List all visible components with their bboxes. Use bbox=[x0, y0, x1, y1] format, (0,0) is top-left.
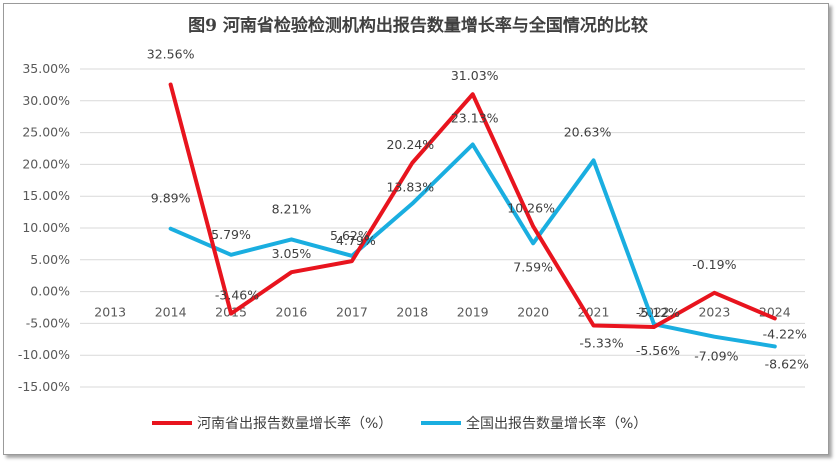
x-tick-label: 2017 bbox=[336, 305, 368, 320]
data-label-national: -8.62% bbox=[765, 356, 809, 371]
x-tick-label: 2019 bbox=[457, 305, 489, 320]
data-label-national: 8.21% bbox=[272, 201, 312, 216]
data-label-national: 20.63% bbox=[564, 124, 612, 139]
data-label-henan: -0.19% bbox=[692, 257, 736, 272]
y-tick-label: 20.00% bbox=[22, 156, 70, 171]
data-label-national: -7.09% bbox=[694, 349, 738, 364]
x-axis-ticks: 2013 2014 2015 2016 2017 2018 2019 2020 2021 2022… bbox=[94, 305, 790, 320]
y-tick-label: 10.00% bbox=[22, 220, 70, 235]
legend-label-national: 全国出报告数量增长率（%） bbox=[466, 415, 647, 432]
gridlines bbox=[80, 68, 805, 388]
y-tick-label: 30.00% bbox=[22, 93, 70, 108]
x-tick-label: 2013 bbox=[94, 305, 126, 320]
data-label-national: 9.89% bbox=[151, 191, 191, 206]
data-label-henan: 10.26% bbox=[507, 200, 555, 215]
y-tick-label: 0.00% bbox=[30, 284, 70, 299]
data-label-henan: 31.03% bbox=[451, 68, 499, 83]
data-label-national: 5.79% bbox=[211, 227, 251, 242]
data-label-henan: -5.33% bbox=[579, 335, 623, 350]
chart-frame bbox=[3, 3, 829, 455]
y-tick-label: 15.00% bbox=[22, 188, 70, 203]
data-label-national: 23.13% bbox=[451, 110, 499, 125]
series-line-national bbox=[168, 142, 777, 349]
data-label-henan: -5.56% bbox=[636, 343, 680, 358]
x-tick-label: 2016 bbox=[276, 305, 308, 320]
x-tick-label: 2018 bbox=[396, 305, 428, 320]
data-label-henan: 4.79% bbox=[336, 233, 376, 248]
legend-label-henan: 河南省出报告数量增长率（%） bbox=[197, 415, 392, 432]
legend: 河南省出报告数量增长率（%） 全国出报告数量增长率（%） bbox=[152, 415, 647, 432]
data-labels: 32.56% -3.46% 3.05% 4.79% 20.24% 31.03% 10.26%… bbox=[147, 47, 809, 372]
data-label-henan: 20.24% bbox=[386, 137, 434, 152]
data-label-national: 13.83% bbox=[386, 180, 434, 195]
y-tick-label: 5.00% bbox=[30, 252, 70, 267]
x-tick-label: 2014 bbox=[155, 305, 187, 320]
data-label-henan: -4.22% bbox=[763, 326, 807, 341]
y-axis-ticks: 35.00% 30.00% 25.00% 20.00% 15.00% 10.00% 5.00… bbox=[18, 61, 70, 394]
data-label-national: 7.59% bbox=[513, 259, 553, 274]
series-line-henan bbox=[168, 82, 777, 329]
data-label-henan: -3.46% bbox=[215, 288, 259, 303]
data-label-national: 5.62% bbox=[330, 228, 370, 243]
chart-title: 图9 河南省检验检测机构出报告数量增长率与全国情况的比较 bbox=[188, 15, 648, 36]
data-label-henan: 3.05% bbox=[272, 246, 312, 261]
y-tick-label: 25.00% bbox=[22, 125, 70, 140]
y-tick-label: -15.00% bbox=[18, 379, 70, 394]
x-tick-label: 2023 bbox=[698, 305, 730, 320]
data-label-national: -5.12% bbox=[636, 305, 680, 320]
data-label-henan: 32.56% bbox=[147, 47, 195, 62]
y-tick-label: 35.00% bbox=[22, 61, 70, 76]
x-tick-label: 2020 bbox=[517, 305, 549, 320]
series-lines bbox=[168, 82, 777, 349]
y-tick-label: -5.00% bbox=[26, 315, 70, 330]
y-tick-label: -10.00% bbox=[18, 347, 70, 362]
